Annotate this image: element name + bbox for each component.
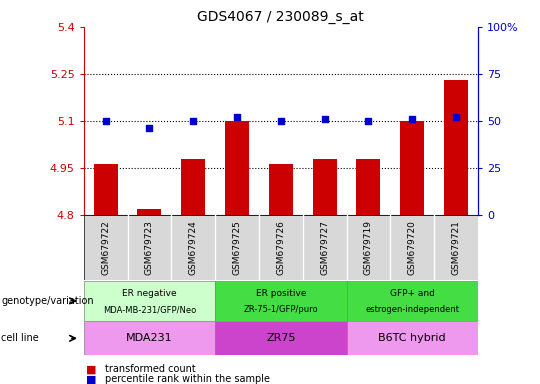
Text: GSM679719: GSM679719 [364, 220, 373, 275]
Bar [347, 321, 478, 355]
Title: GDS4067 / 230089_s_at: GDS4067 / 230089_s_at [198, 10, 364, 25]
Text: MDA231: MDA231 [126, 333, 173, 343]
Bar [84, 281, 215, 321]
Text: GSM679722: GSM679722 [101, 220, 110, 275]
Bar [93, 164, 118, 215]
Text: B6TC hybrid: B6TC hybrid [379, 333, 446, 343]
Text: GSM679721: GSM679721 [451, 220, 461, 275]
Point [102, 118, 110, 124]
Text: GFP+ and: GFP+ and [390, 289, 435, 298]
Point [408, 116, 416, 122]
Point [451, 114, 460, 120]
Text: GSM679723: GSM679723 [145, 220, 154, 275]
Bar [84, 321, 215, 355]
Text: GSM679725: GSM679725 [233, 220, 241, 275]
Text: GSM679726: GSM679726 [276, 220, 285, 275]
Text: GSM679724: GSM679724 [188, 220, 198, 275]
Point [320, 116, 329, 122]
Point [145, 126, 154, 132]
Text: GSM679727: GSM679727 [320, 220, 329, 275]
Bar [444, 80, 468, 215]
Text: ER positive: ER positive [255, 289, 306, 298]
Bar [269, 164, 293, 215]
Text: cell line: cell line [1, 333, 39, 343]
Text: ■: ■ [86, 364, 97, 374]
Point [233, 114, 241, 120]
Bar [181, 159, 205, 215]
Text: estrogen-independent: estrogen-independent [365, 305, 459, 314]
Text: ■: ■ [86, 374, 97, 384]
Text: GSM679720: GSM679720 [408, 220, 417, 275]
Text: MDA-MB-231/GFP/Neo: MDA-MB-231/GFP/Neo [103, 305, 196, 314]
Text: ZR75: ZR75 [266, 333, 295, 343]
Text: percentile rank within the sample: percentile rank within the sample [105, 374, 271, 384]
Bar [347, 281, 478, 321]
Bar [400, 121, 424, 215]
Text: genotype/variation: genotype/variation [1, 296, 94, 306]
Text: transformed count: transformed count [105, 364, 196, 374]
Point [189, 118, 198, 124]
Text: ER negative: ER negative [122, 289, 177, 298]
Point [364, 118, 373, 124]
Bar [356, 159, 381, 215]
Point [276, 118, 285, 124]
Bar [215, 281, 347, 321]
Text: ZR-75-1/GFP/puro: ZR-75-1/GFP/puro [244, 305, 318, 314]
Bar [225, 121, 249, 215]
Bar [313, 159, 336, 215]
Bar [215, 321, 347, 355]
Bar [137, 209, 161, 215]
